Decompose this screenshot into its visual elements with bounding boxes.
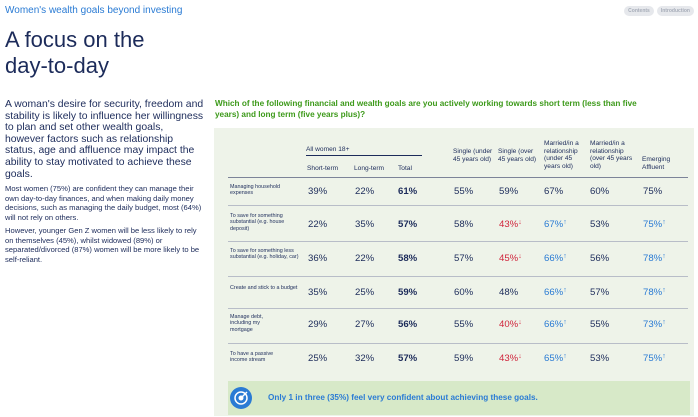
results-table-panel — [214, 128, 694, 416]
cell-r1-total: 61% — [398, 186, 418, 197]
nav-pills: Contents Introduction — [624, 6, 694, 16]
cell-r3-single-over: 45%↓ — [499, 253, 522, 264]
cell-r3-married-over: 56% — [590, 253, 610, 264]
footer-callout-text: Only 1 in three (35%) feel very confiden… — [268, 393, 538, 402]
col-header-single-under-45: Single (under 45 years old) — [453, 148, 493, 163]
body-paragraph-1: Most women (75%) are confident they can … — [5, 184, 202, 222]
footer-callout — [228, 381, 690, 415]
row-label-2: To save for something substantial (e.g. … — [230, 213, 285, 232]
cell-r4-single-under: 60% — [454, 287, 474, 298]
row-label-4: Create and stick to a budget — [230, 285, 298, 291]
cell-r2-emerging: 75%↑ — [643, 219, 666, 230]
cell-r2-married-over: 53% — [590, 219, 610, 230]
col-header-long-term: Long-term — [354, 165, 385, 172]
cell-r1-married-under: 67% — [544, 186, 564, 197]
page-title-line2: day-to-day — [5, 53, 109, 78]
row-divider — [228, 241, 688, 242]
row-label-6: To have a passive income stream — [230, 351, 274, 364]
cell-r5-total: 56% — [398, 319, 418, 330]
cell-r4-emerging: 78%↑ — [643, 287, 666, 298]
cell-r1-emerging: 75% — [643, 186, 663, 197]
row-label-5: Manage debt, including my mortgage — [230, 314, 263, 333]
cell-r4-total: 59% — [398, 287, 418, 298]
introduction-button[interactable]: Introduction — [656, 6, 694, 16]
down-arrow-icon: ↓ — [518, 319, 522, 326]
cell-r4-short: 35% — [308, 287, 328, 298]
row-divider — [228, 308, 688, 309]
cell-r6-short: 25% — [308, 353, 328, 364]
cell-r5-married-over: 55% — [590, 319, 610, 330]
cell-r3-long: 22% — [355, 253, 375, 264]
row-divider — [228, 276, 688, 277]
up-arrow-icon: ↑ — [563, 253, 567, 260]
cell-r2-single-over: 43%↓ — [499, 219, 522, 230]
cell-r6-married-under: 65%↑ — [544, 353, 567, 364]
page-title-line1: A focus on the — [5, 27, 145, 52]
up-arrow-icon: ↑ — [563, 353, 567, 360]
cell-r2-short: 22% — [308, 219, 328, 230]
cell-r5-long: 27% — [355, 319, 375, 330]
cell-r6-married-over: 53% — [590, 353, 610, 364]
cell-r6-single-over: 43%↓ — [499, 353, 522, 364]
up-arrow-icon: ↑ — [563, 319, 567, 326]
down-arrow-icon: ↓ — [518, 353, 522, 360]
cell-r4-single-over: 48% — [499, 287, 519, 298]
cell-r6-emerging: 75%↑ — [643, 353, 666, 364]
up-arrow-icon: ↑ — [563, 287, 567, 294]
col-header-short-term: Short-term — [307, 165, 339, 172]
up-arrow-icon: ↑ — [662, 319, 666, 326]
cell-r5-emerging: 73%↑ — [643, 319, 666, 330]
header-divider — [228, 177, 688, 178]
group-header: All women 18+ — [306, 146, 422, 156]
cell-r6-long: 32% — [355, 353, 375, 364]
cell-r2-total: 57% — [398, 219, 418, 230]
cell-r4-married-under: 66%↑ — [544, 287, 567, 298]
up-arrow-icon: ↑ — [662, 253, 666, 260]
cell-r3-married-under: 66%↑ — [544, 253, 567, 264]
up-arrow-icon: ↑ — [662, 219, 666, 226]
cell-r5-single-under: 55% — [454, 319, 474, 330]
cell-r1-single-over: 59% — [499, 186, 519, 197]
col-header-total: Total — [398, 165, 412, 172]
contents-button[interactable]: Contents — [624, 6, 654, 16]
cell-r5-single-over: 40%↓ — [499, 319, 522, 330]
survey-question: Which of the following financial and wea… — [215, 99, 637, 119]
cell-r5-married-under: 66%↑ — [544, 319, 567, 330]
down-arrow-icon: ↓ — [518, 253, 522, 260]
target-icon — [230, 387, 252, 409]
cell-r1-single-under: 55% — [454, 186, 474, 197]
lead-paragraph: A woman's desire for security, freedom a… — [5, 99, 204, 180]
cell-r4-long: 25% — [355, 287, 375, 298]
row-label-1: Managing household expenses — [230, 184, 281, 197]
cell-r2-single-under: 58% — [454, 219, 474, 230]
down-arrow-icon: ↓ — [518, 219, 522, 226]
cell-r4-married-over: 57% — [590, 287, 610, 298]
cell-r2-married-under: 67%↑ — [544, 219, 567, 230]
col-header-single-over-45: Single (over 45 years old) — [498, 148, 537, 163]
cell-r6-total: 57% — [398, 353, 418, 364]
cell-r3-total: 58% — [398, 253, 418, 264]
col-header-emerging-affluent: Emerging Affluent — [642, 156, 671, 171]
section-link[interactable]: Women's wealth goals beyond investing — [5, 5, 183, 16]
up-arrow-icon: ↑ — [662, 353, 666, 360]
cell-r1-short: 39% — [308, 186, 328, 197]
cell-r3-short: 36% — [308, 253, 328, 264]
col-header-married-under-45: Married/in a relationship (under 45 year… — [544, 140, 579, 170]
body-paragraph-2: However, younger Gen Z women will be les… — [5, 226, 200, 264]
cell-r2-long: 35% — [355, 219, 375, 230]
row-divider — [228, 205, 688, 206]
cell-r3-emerging: 78%↑ — [643, 253, 666, 264]
col-header-married-over-45: Married/in a relationship (over 45 years… — [590, 140, 633, 170]
up-arrow-icon: ↑ — [662, 287, 666, 294]
cell-r3-single-under: 57% — [454, 253, 474, 264]
page-title: A focus on the day-to-day — [5, 27, 195, 79]
up-arrow-icon: ↑ — [563, 219, 567, 226]
cell-r5-short: 29% — [308, 319, 328, 330]
row-label-3: To save for something less substantial (… — [230, 248, 299, 261]
cell-r6-single-under: 59% — [454, 353, 474, 364]
cell-r1-long: 22% — [355, 186, 375, 197]
row-divider — [228, 343, 688, 344]
cell-r1-married-over: 60% — [590, 186, 610, 197]
